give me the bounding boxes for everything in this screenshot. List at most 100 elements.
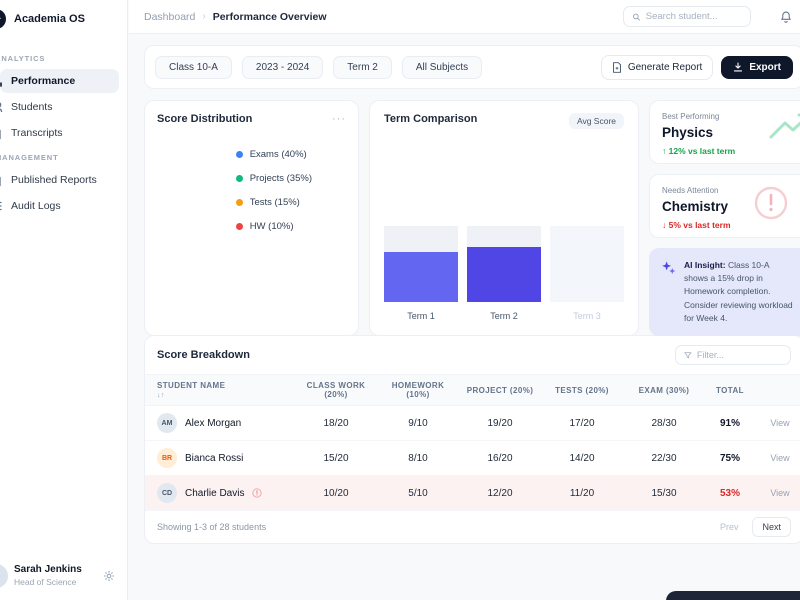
bar-chart-icon (0, 82, 2, 87)
toast-notification (666, 591, 800, 600)
score-cell: 5/10 (377, 475, 459, 511)
legend-item-projects: Projects (35%) (235, 173, 312, 184)
file-text-icon (0, 129, 1, 140)
score-cell: 17/20 (541, 405, 623, 441)
sidebar-item-students[interactable]: Students (0, 95, 119, 119)
legend-dot (235, 175, 243, 182)
col-class-work: CLASS WORK (20%) (295, 374, 377, 406)
student-avatar: BR (157, 448, 177, 468)
filter-chip-year[interactable]: 2023 - 2024 (241, 55, 324, 79)
score-breakdown-card: Score Breakdown STUDENT NAME ↓↑ (144, 335, 800, 544)
term-bar-fill (384, 252, 458, 302)
sidebar-item-performance[interactable]: Performance (0, 69, 119, 93)
sidebar-item-audit-logs[interactable]: Audit Logs (0, 194, 119, 218)
breadcrumb-separator: › (202, 11, 206, 22)
user-role: Head of Science (14, 576, 77, 587)
table-filter-box[interactable] (675, 345, 791, 365)
score-table: STUDENT NAME ↓↑ CLASS WORK (20%) HOMEWOR… (145, 374, 800, 511)
view-link[interactable]: View (770, 452, 790, 463)
filter-chip-subjects[interactable]: All Subjects (401, 55, 483, 79)
view-link[interactable]: View (770, 487, 790, 498)
highlight-stack: Best Performing Physics ↑ 12% vs last te… (649, 100, 800, 336)
highlight-label: Needs Attention (662, 186, 719, 195)
sidebar-item-label: Published Reports (11, 174, 97, 186)
filter-chip-class[interactable]: Class 10-A (155, 55, 232, 79)
logo-icon (0, 9, 6, 29)
search-input[interactable] (645, 11, 742, 22)
document-icon (612, 61, 621, 73)
alert-circle-icon (754, 186, 788, 220)
term-comparison-card: Term Comparison Avg Score Term 1 Term 2 … (369, 100, 639, 336)
table-footer: Showing 1-3 of 28 students Prev Next (145, 511, 800, 543)
col-label: STUDENT NAME (157, 381, 226, 390)
avg-score-badge: Avg Score (568, 113, 624, 129)
total-cell: 53% (705, 475, 755, 511)
legend-label: Projects (35%) (249, 173, 312, 184)
filter-chip-term[interactable]: Term 2 (333, 55, 392, 79)
search-box[interactable] (623, 6, 751, 27)
term-bar-track (467, 225, 541, 302)
col-student-name[interactable]: STUDENT NAME ↓↑ (145, 374, 295, 406)
export-button[interactable]: Export (721, 55, 793, 79)
term-label: Term 1 (407, 310, 435, 321)
search-icon (633, 13, 640, 21)
highlight-subject: Chemistry (662, 199, 729, 214)
ai-insight-text: AI Insight: Class 10-A shows a 15% drop … (684, 259, 794, 325)
term-bar-track (550, 225, 624, 302)
term-comparison-title: Term Comparison (384, 113, 478, 125)
highlight-label: Best Performing (662, 112, 720, 121)
term-label: Term 2 (490, 310, 518, 321)
filter-bar: Class 10-A 2023 - 2024 Term 2 All Subjec… (144, 45, 800, 89)
table-filter-input[interactable] (696, 350, 782, 360)
funnel-icon (684, 351, 692, 359)
trending-up-icon (769, 113, 800, 139)
generate-report-label: Generate Report (627, 61, 703, 73)
score-cell: 10/20 (295, 475, 377, 511)
legend-dot (235, 199, 243, 206)
more-menu-icon[interactable]: ··· (332, 113, 346, 125)
table-row: AM Alex Morgan 18/20 9/10 19/20 17/20 28… (145, 405, 800, 441)
app-title: Academia OS (14, 13, 85, 25)
sidebar: Academia OS ANALYTICS Performance Studen… (0, 0, 128, 600)
score-distribution-title: Score Distribution (157, 113, 253, 125)
score-cell: 18/20 (295, 405, 377, 441)
best-performing-card: Best Performing Physics ↑ 12% vs last te… (649, 100, 800, 164)
sparkles-icon (662, 261, 676, 274)
student-avatar: AM (157, 413, 177, 433)
sidebar-item-label: Students (11, 101, 53, 113)
col-project: PROJECT (20%) (459, 374, 541, 406)
needs-attention-card: Needs Attention Chemistry ↓ 5% vs last t… (649, 174, 800, 238)
gear-icon[interactable] (103, 570, 115, 582)
generate-report-button[interactable]: Generate Report (600, 54, 714, 80)
export-label: Export (749, 61, 781, 73)
student-avatar: CD (157, 483, 177, 503)
col-homework: HOMEWORK (10%) (377, 374, 459, 406)
legend-label: HW (10%) (249, 221, 294, 232)
col-exam: EXAM (30%) (623, 374, 705, 406)
bell-icon[interactable] (779, 10, 793, 24)
score-cell: 22/30 (623, 440, 705, 476)
sidebar-item-label: Transcripts (11, 127, 63, 139)
user-name: Sarah Jenkins (14, 564, 82, 576)
sort-icon[interactable]: ↓↑ (157, 392, 165, 399)
highlight-delta: ↓ 5% vs last term (662, 220, 731, 230)
sidebar-item-published-reports[interactable]: Published Reports (0, 168, 119, 192)
user-avatar (0, 564, 8, 588)
term-bar-fill (467, 247, 541, 302)
app-logo: Academia OS (0, 9, 119, 29)
next-button[interactable]: Next (752, 517, 791, 537)
breadcrumb-dashboard[interactable]: Dashboard (144, 10, 196, 23)
prev-button[interactable]: Prev (712, 518, 747, 536)
sidebar-item-transcripts[interactable]: Transcripts (0, 121, 119, 145)
student-name: Alex Morgan (185, 417, 242, 429)
score-cell: 19/20 (459, 405, 541, 441)
legend-item-exams: Exams (40%) (235, 149, 312, 160)
sidebar-user: Sarah Jenkins Head of Science (0, 564, 119, 588)
list-icon (0, 201, 2, 211)
student-name: Bianca Rossi (185, 452, 244, 464)
legend-item-hw: HW (10%) (235, 221, 312, 232)
view-link[interactable]: View (770, 417, 790, 428)
score-cell: 8/10 (377, 440, 459, 476)
ai-insight-body: Class 10-A shows a 15% drop in Homework … (684, 260, 793, 323)
legend-dot (235, 151, 243, 158)
